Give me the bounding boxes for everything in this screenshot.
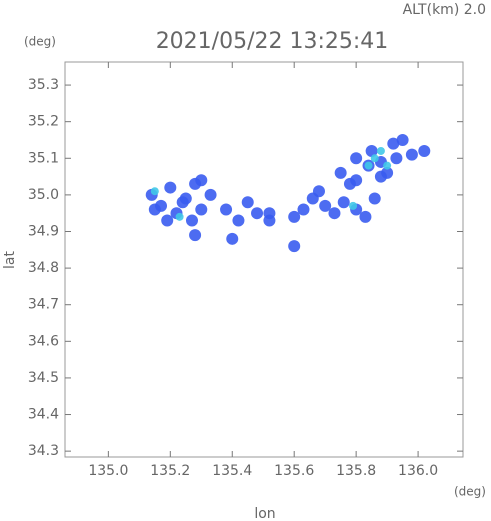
y-tick-label: 34.4 (28, 407, 59, 423)
y-tick-label: 34.9 (28, 223, 59, 239)
echo (405, 148, 418, 161)
chart-title: 2021/05/22 13:25:41 (156, 29, 389, 54)
echo (175, 212, 184, 221)
x-tick-label: 135.2 (150, 463, 190, 479)
x-unit: (deg) (454, 485, 486, 499)
y-tick-label: 34.8 (28, 260, 59, 276)
altitude: ALT(km) 2.0 (403, 2, 486, 18)
echo (349, 201, 358, 210)
echo (374, 170, 387, 183)
x-tick-label: 135.0 (88, 463, 128, 479)
echo (241, 196, 254, 209)
y-tick-label: 34.5 (28, 370, 59, 386)
echo (251, 207, 264, 220)
echo (150, 187, 159, 196)
echo (288, 210, 301, 223)
echo (185, 214, 198, 227)
plot-frame (64, 61, 464, 458)
echo (334, 166, 347, 179)
echo (365, 144, 378, 157)
echo (350, 152, 363, 165)
echo (396, 133, 409, 146)
x-tick-label: 135.6 (274, 463, 314, 479)
x-tick-label: 136.0 (398, 463, 438, 479)
echo (368, 192, 381, 205)
echo (383, 161, 392, 170)
echo (220, 203, 233, 216)
echo (232, 214, 245, 227)
echo (370, 154, 379, 163)
y-axis-label: lat (2, 251, 18, 269)
echo (263, 207, 276, 220)
echo (337, 196, 350, 209)
echo (390, 152, 403, 165)
echo (226, 232, 239, 245)
echo (418, 144, 431, 157)
y-tick-label: 35.3 (28, 77, 59, 93)
y-tick-label: 35.2 (28, 114, 59, 130)
x-axis-label: lon (254, 506, 275, 521)
echo (161, 214, 174, 227)
x-tick-label: 135.8 (336, 463, 376, 479)
echo (350, 174, 363, 187)
y-tick-label: 34.6 (28, 333, 59, 349)
echo (204, 188, 217, 201)
y-tick-label: 34.7 (28, 297, 59, 313)
echo (376, 146, 385, 155)
echo (312, 185, 325, 198)
echo (328, 207, 341, 220)
echo (195, 203, 208, 216)
echo (359, 210, 372, 223)
echo (176, 196, 189, 209)
y-tick-label: 35.0 (28, 187, 59, 203)
y-tick-label: 35.1 (28, 150, 59, 166)
echo (195, 174, 208, 187)
y-unit: (deg) (24, 35, 56, 49)
echo (164, 181, 177, 194)
echo (364, 161, 373, 170)
echo (189, 229, 202, 242)
echo (288, 240, 301, 253)
x-tick-label: 135.4 (212, 463, 252, 479)
echo (319, 199, 332, 212)
echo (148, 203, 161, 216)
y-tick-label: 34.3 (28, 443, 59, 459)
echo (297, 203, 310, 216)
echo (387, 137, 400, 150)
